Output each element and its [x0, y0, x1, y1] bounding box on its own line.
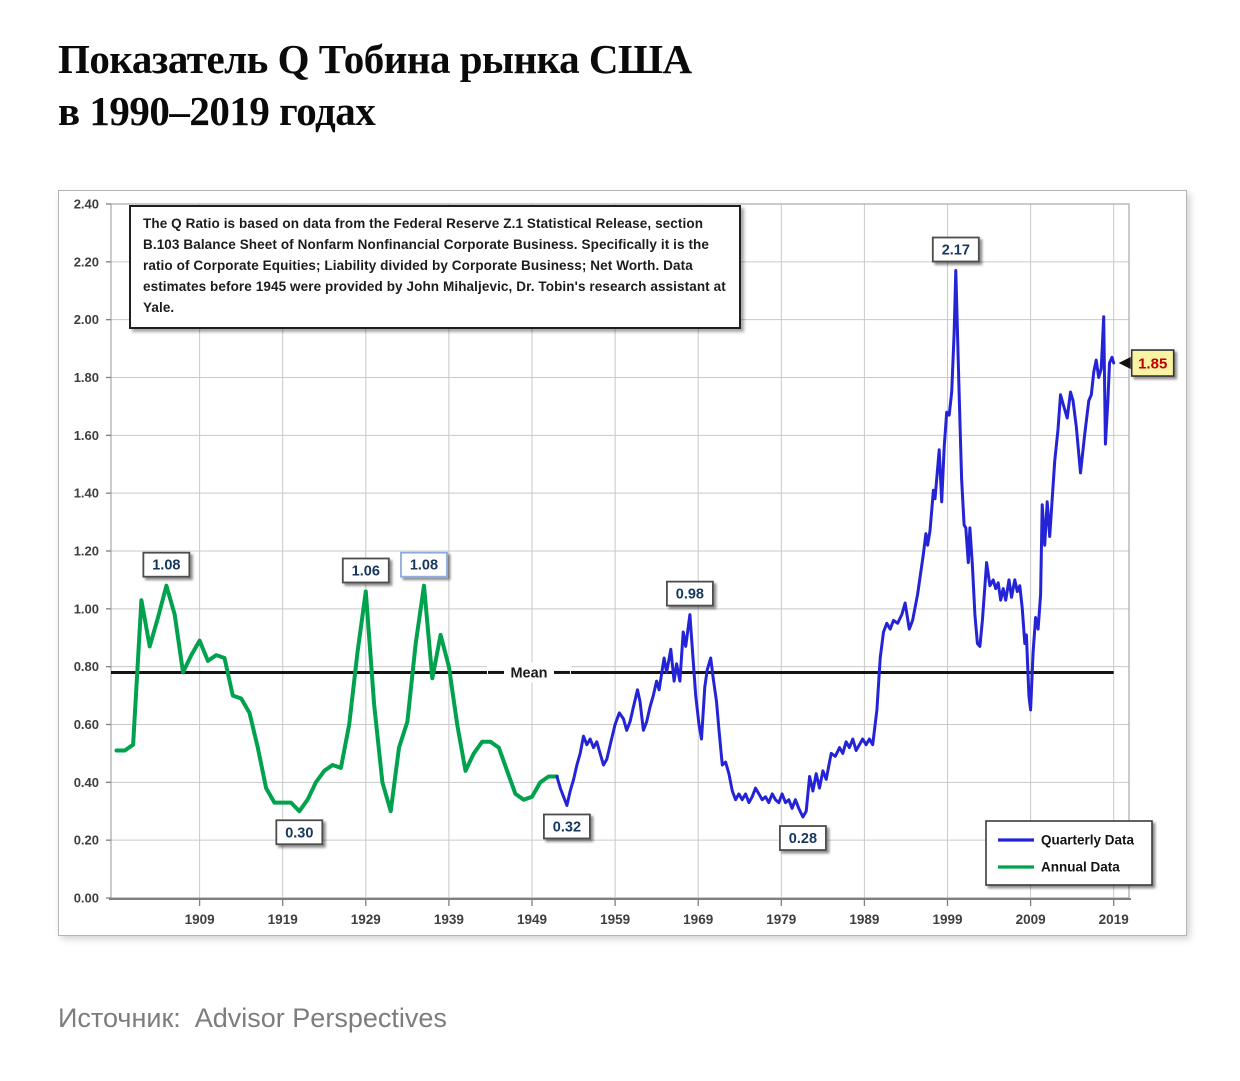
page-title: Показатель Q Тобина рынка США в 1990–201…: [58, 34, 692, 137]
legend-item-label: Quarterly Data: [1041, 833, 1135, 848]
y-axis-label: 1.00: [74, 601, 99, 616]
x-axis-label: 1919: [268, 912, 298, 927]
data-callout-box: [400, 551, 448, 578]
data-callout-box: [543, 813, 591, 840]
x-axis-label: 1939: [434, 912, 464, 927]
y-axis-label: 1.80: [74, 370, 99, 385]
quarterly-data-line: [555, 269, 1116, 819]
chart-panel: Mean 0.00 0.20 0.40 0.60 0.80 1.00 1.20 1.40 1.60…: [58, 190, 1187, 936]
info-box: The Q Ratio is based on data from the Fe…: [129, 205, 741, 329]
data-callout-label: 1.08: [410, 558, 438, 574]
data-callout-label: 2.17: [942, 243, 970, 259]
data-callout-box: [341, 557, 390, 584]
y-axis-label: 1.40: [74, 486, 99, 501]
legend: [985, 820, 1153, 886]
final-value-label: 1.85: [1138, 356, 1167, 373]
y-axis-label: 2.20: [74, 254, 99, 269]
x-axis-label: 2019: [1099, 912, 1129, 927]
final-value-callout: [1130, 349, 1175, 377]
y-axis-label: 1.20: [74, 544, 99, 559]
y-axis-label: 1.60: [74, 428, 99, 443]
info-box-text: The Q Ratio is based on data from the Fe…: [143, 216, 726, 315]
data-callout-label: 0.32: [553, 819, 581, 835]
source-value: Advisor Perspectives: [194, 1003, 447, 1033]
x-axis-label: 2009: [1016, 912, 1046, 927]
data-callout-label: 1.06: [352, 563, 380, 579]
source-label: Источник:: [58, 1003, 181, 1033]
source-line: Источник: Advisor Perspectives: [58, 1003, 447, 1034]
data-callout-label: 0.30: [285, 825, 313, 841]
y-axis-label: 2.40: [74, 196, 99, 211]
y-axis-label: 2.00: [74, 312, 99, 327]
data-callout-box: [779, 825, 827, 851]
data-callout-box: [142, 551, 191, 578]
x-axis-label: 1969: [683, 912, 713, 927]
x-axis-label: 1989: [849, 912, 879, 927]
data-callout-label: 0.98: [676, 587, 704, 603]
final-callout-arrow-icon: [1118, 357, 1131, 370]
page-title-line2: в 1990–2019 годах: [58, 87, 376, 134]
data-callout-box: [931, 236, 980, 263]
page-title-line1: Показатель Q Тобина рынка США: [58, 36, 692, 82]
x-axis-label: 1959: [600, 912, 630, 927]
data-callout-box: [275, 819, 324, 846]
mean-label: Mean: [510, 665, 547, 681]
data-callout-label: 1.08: [152, 558, 180, 574]
y-axis-label: 0.00: [74, 891, 99, 906]
data-callout-box: [665, 580, 714, 607]
y-axis-label: 0.80: [74, 659, 99, 674]
x-axis-label: 1999: [932, 912, 962, 927]
legend-item-label: Annual Data: [1041, 860, 1120, 875]
annual-data-line: [114, 583, 559, 814]
mean-label-bg: [487, 662, 571, 683]
y-axis-label: 0.40: [74, 775, 99, 790]
x-axis-label: 1949: [517, 912, 547, 927]
x-axis-label: 1929: [351, 912, 381, 927]
x-axis-label: 1979: [766, 912, 796, 927]
y-axis-label: 0.20: [74, 833, 99, 848]
x-axis-label: 1909: [185, 912, 215, 927]
y-axis-label: 0.60: [74, 717, 99, 732]
data-callout-label: 0.28: [789, 831, 817, 847]
